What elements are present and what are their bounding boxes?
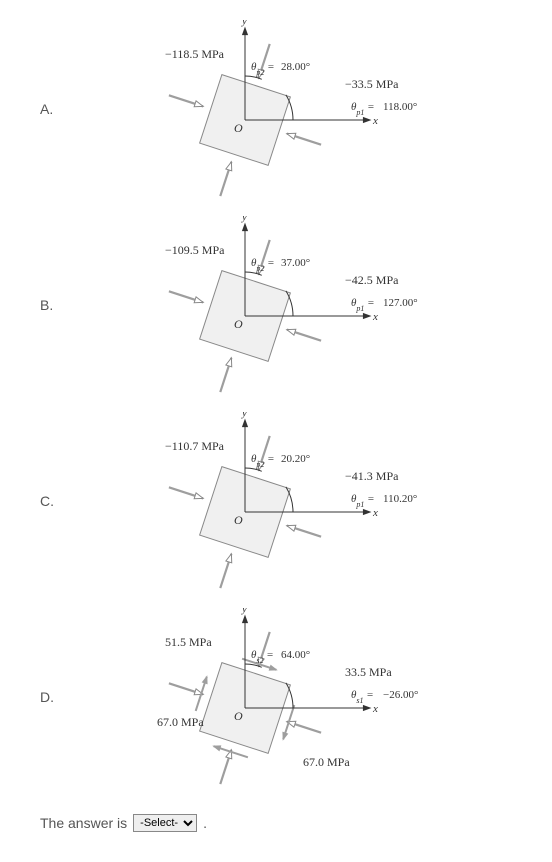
svg-text:y: y	[241, 216, 247, 223]
svg-text:127.00°: 127.00°	[383, 297, 418, 309]
stress-element-diagram: xyO−118.5 MPaθp2 =28.00°−33.5 MPaθp1 =11…	[90, 20, 552, 198]
option-row: C. xyO−110.7 MPaθp2 =20.20°−41.3 MPaθp1 …	[0, 412, 552, 590]
svg-text:θs1 =: θs1 =	[351, 689, 374, 705]
stress-element-diagram: xyO−109.5 MPaθp2 =37.00°−42.5 MPaθp1 =12…	[90, 216, 552, 394]
svg-text:33.5 MPa: 33.5 MPa	[345, 665, 392, 679]
svg-text:x: x	[372, 507, 378, 519]
svg-text:y: y	[241, 20, 247, 27]
svg-text:−110.7 MPa: −110.7 MPa	[165, 439, 225, 453]
svg-text:110.20°: 110.20°	[383, 493, 417, 505]
svg-text:20.20°: 20.20°	[281, 453, 310, 465]
svg-text:−42.5 MPa: −42.5 MPa	[345, 273, 399, 287]
svg-text:x: x	[372, 703, 378, 715]
option-row: B. xyO−109.5 MPaθp2 =37.00°−42.5 MPaθp1 …	[0, 216, 552, 394]
svg-text:y: y	[241, 412, 247, 419]
svg-text:−41.3 MPa: −41.3 MPa	[345, 469, 399, 483]
answer-text-before: The answer is	[40, 815, 127, 831]
svg-text:x: x	[372, 115, 378, 127]
svg-text:−33.5 MPa: −33.5 MPa	[345, 77, 399, 91]
option-label: A.	[0, 101, 90, 117]
answer-text-after: .	[203, 815, 207, 831]
svg-text:θp1 =: θp1 =	[351, 101, 375, 117]
answer-select[interactable]: -Select-	[133, 814, 197, 832]
svg-text:64.00°: 64.00°	[281, 649, 310, 661]
svg-text:37.00°: 37.00°	[281, 257, 310, 269]
svg-text:O: O	[234, 513, 243, 527]
stress-element-diagram: xyO−110.7 MPaθp2 =20.20°−41.3 MPaθp1 =11…	[90, 412, 552, 590]
svg-text:y: y	[241, 608, 247, 615]
svg-text:118.00°: 118.00°	[383, 101, 417, 113]
svg-text:θp1 =: θp1 =	[351, 493, 375, 509]
svg-text:−109.5 MPa: −109.5 MPa	[165, 243, 225, 257]
svg-text:51.5 MPa: 51.5 MPa	[165, 635, 212, 649]
svg-text:67.0 MPa: 67.0 MPa	[157, 715, 204, 729]
svg-text:θp1 =: θp1 =	[351, 297, 375, 313]
option-row: D. xyO51.5 MPaθs2 =64.00°33.5 MPaθs1 =−2…	[0, 608, 552, 786]
option-label: D.	[0, 689, 90, 705]
svg-text:67.0 MPa: 67.0 MPa	[303, 755, 350, 769]
svg-text:O: O	[234, 709, 243, 723]
stress-element-diagram: xyO51.5 MPaθs2 =64.00°33.5 MPaθs1 =−26.0…	[90, 608, 552, 786]
svg-text:−26.00°: −26.00°	[383, 689, 418, 701]
option-label: C.	[0, 493, 90, 509]
svg-text:28.00°: 28.00°	[281, 61, 310, 73]
svg-text:x: x	[372, 311, 378, 323]
option-row: A. xyO−118.5 MPaθp2 =28.00°−33.5 MPaθp1 …	[0, 20, 552, 198]
option-label: B.	[0, 297, 90, 313]
svg-text:−118.5 MPa: −118.5 MPa	[165, 47, 225, 61]
svg-text:O: O	[234, 121, 243, 135]
svg-text:O: O	[234, 317, 243, 331]
